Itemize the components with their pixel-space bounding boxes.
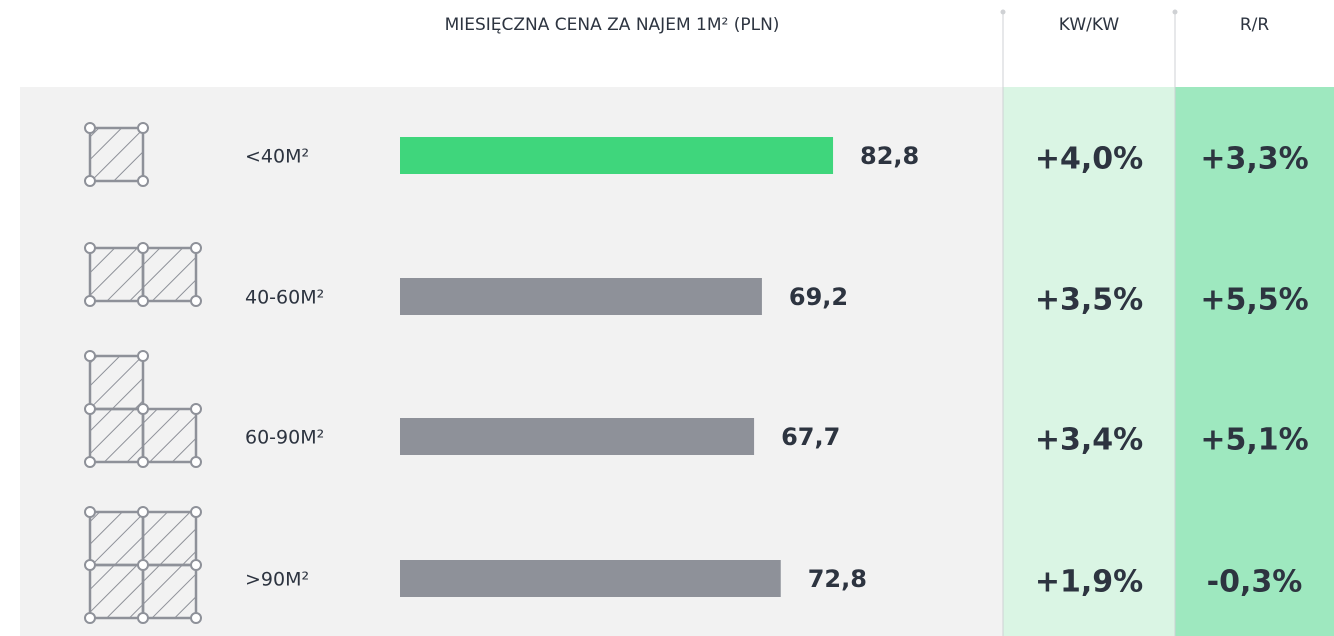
icon-node <box>190 456 202 468</box>
icon-node <box>84 456 96 468</box>
icon-node <box>84 403 96 415</box>
column-bg <box>1003 87 1175 636</box>
bar <box>400 137 834 174</box>
icon-cell <box>141 563 198 620</box>
divider-dot <box>1000 9 1006 15</box>
divider-dot <box>1172 9 1178 15</box>
icon-node <box>190 242 202 254</box>
category-label: <40M² <box>245 146 309 168</box>
icon-node <box>137 122 149 134</box>
chart-title: MIESIĘCZNA CENA ZA NAJEM 1M² (PLN) <box>445 15 780 35</box>
column-value: +5,5% <box>1200 283 1308 318</box>
icon-cell <box>88 407 145 464</box>
icon-cell <box>141 246 198 303</box>
icon-node <box>137 559 149 571</box>
category-label: >90M² <box>245 569 309 591</box>
column-value: +3,5% <box>1035 283 1143 318</box>
bar <box>400 560 781 597</box>
column-header: R/R <box>1240 15 1270 35</box>
icon-node <box>84 612 96 624</box>
bar <box>400 418 755 455</box>
bar <box>400 278 762 315</box>
icon-cell <box>88 246 145 303</box>
value-label: 82,8 <box>860 142 919 170</box>
value-label: 69,2 <box>789 283 848 311</box>
column-value: +4,0% <box>1035 142 1143 177</box>
icon-node <box>84 559 96 571</box>
icon-node <box>84 295 96 307</box>
icon-cell <box>88 510 145 567</box>
icon-node <box>137 456 149 468</box>
column-value: +5,1% <box>1200 423 1308 458</box>
column-value: +3,4% <box>1035 423 1143 458</box>
icon-node <box>137 403 149 415</box>
column-value: +3,3% <box>1200 142 1308 177</box>
icon-cell <box>141 510 198 567</box>
icon-node <box>190 612 202 624</box>
icon-node <box>84 506 96 518</box>
icon-node <box>84 242 96 254</box>
category-label: 60-90M² <box>245 427 324 449</box>
icon-cell <box>141 407 198 464</box>
icon-node <box>190 295 202 307</box>
column-header: KW/KW <box>1059 15 1120 35</box>
column-value: +1,9% <box>1035 565 1143 600</box>
icon-node <box>190 506 202 518</box>
icon-node <box>137 506 149 518</box>
icon-node <box>84 122 96 134</box>
icon-cell <box>88 354 145 411</box>
icon-node <box>137 175 149 187</box>
icon-node <box>84 350 96 362</box>
icon-node <box>190 403 202 415</box>
icon-node <box>137 295 149 307</box>
icon-node <box>84 175 96 187</box>
icon-node <box>137 242 149 254</box>
icon-cell <box>88 126 145 183</box>
value-label: 67,7 <box>781 423 840 451</box>
value-label: 72,8 <box>808 565 867 593</box>
column-value: -0,3% <box>1207 565 1303 600</box>
icon-node <box>137 350 149 362</box>
column-bg <box>1175 87 1334 636</box>
icon-node <box>190 559 202 571</box>
icon-node <box>137 612 149 624</box>
icon-cell <box>88 563 145 620</box>
category-label: 40-60M² <box>245 287 324 309</box>
